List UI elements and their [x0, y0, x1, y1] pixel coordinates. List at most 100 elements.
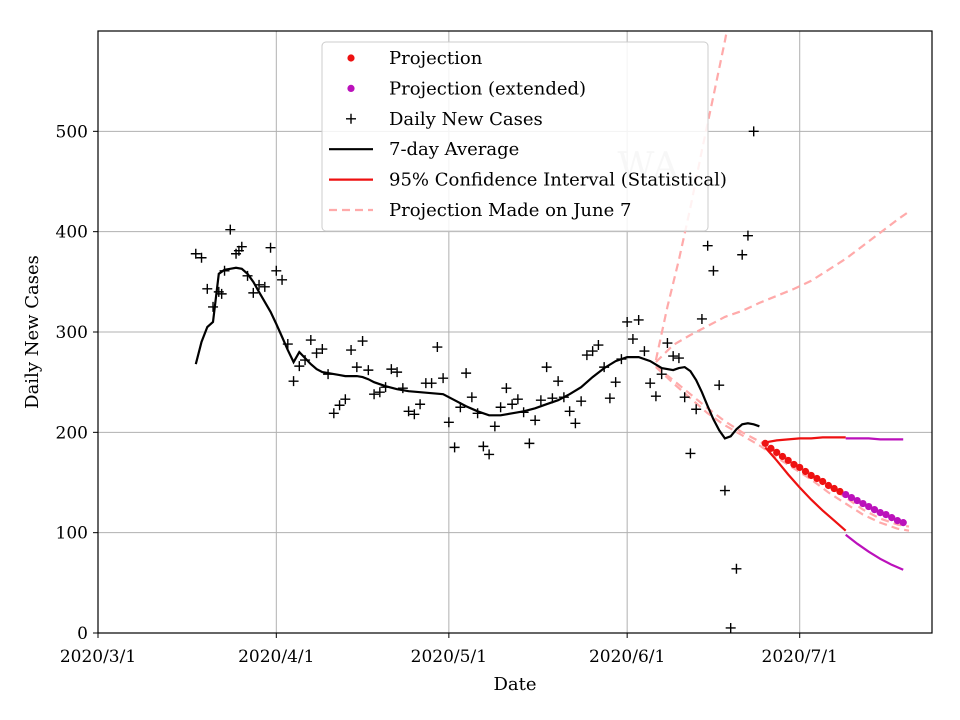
daily-case-marker — [386, 364, 397, 375]
projection-extended-point — [859, 499, 867, 508]
daily-case-marker — [397, 383, 408, 394]
projection-extended-point — [876, 508, 884, 517]
daily-case-marker — [535, 395, 546, 406]
daily-case-marker — [708, 265, 719, 276]
daily-case-marker — [409, 409, 420, 420]
daily-case-marker — [570, 418, 581, 429]
y-axis-label: Daily New Cases — [22, 255, 43, 409]
daily-case-marker — [254, 279, 265, 290]
daily-case-marker — [604, 393, 615, 404]
daily-case-marker — [300, 355, 311, 366]
projection-extended-point — [847, 493, 856, 502]
legend-label: Daily New Cases — [389, 109, 543, 130]
daily-case-marker — [633, 314, 644, 325]
daily-case-marker — [558, 392, 569, 403]
legend-label: Projection — [389, 48, 483, 69]
ci-lower-line — [764, 446, 847, 532]
daily-case-marker — [627, 334, 638, 345]
legend-label: 7-day Average — [389, 139, 519, 160]
daily-case-marker — [288, 376, 299, 387]
daily-case-marker — [403, 406, 414, 417]
daily-case-marker — [340, 394, 351, 405]
daily-case-marker — [323, 369, 334, 380]
daily-case-marker — [219, 265, 230, 276]
daily-case-marker — [311, 348, 322, 359]
june7-lower-line — [655, 366, 910, 532]
projection-extended-point — [870, 505, 879, 514]
daily-case-marker — [374, 387, 385, 398]
daily-case-marker — [265, 242, 276, 253]
daily-case-marker — [277, 274, 288, 285]
daily-case-marker — [599, 362, 610, 373]
daily-case-marker — [415, 399, 426, 410]
daily-case-marker — [426, 378, 437, 389]
daily-case-marker — [449, 442, 460, 453]
projection-point — [836, 487, 844, 496]
projection-extended-point — [865, 502, 873, 511]
daily-case-marker — [282, 339, 293, 350]
daily-case-marker — [196, 252, 207, 263]
seven-day-average-line — [194, 266, 760, 440]
y-tick-label: 0 — [77, 624, 88, 644]
y-tick-label: 100 — [56, 524, 88, 544]
projection-point — [807, 471, 815, 480]
projection-extended-point — [882, 511, 890, 519]
june7-mid-lower-line — [655, 365, 910, 528]
daily-case-marker — [650, 391, 661, 402]
x-axis-label: Date — [493, 674, 536, 695]
daily-case-marker — [443, 417, 454, 428]
ci-upper-extended-line — [845, 437, 904, 441]
y-tick-label: 200 — [56, 423, 88, 443]
daily-case-marker — [679, 392, 690, 403]
daily-case-marker — [530, 415, 541, 426]
daily-case-marker — [466, 392, 477, 403]
x-tick-label: 2020/7/1 — [762, 647, 838, 667]
projection-point — [790, 460, 798, 469]
daily-case-marker — [685, 448, 696, 459]
daily-case-marker — [242, 270, 253, 281]
daily-case-marker — [673, 353, 684, 364]
daily-case-marker — [236, 241, 247, 252]
daily-case-marker — [656, 369, 667, 380]
daily-case-marker — [547, 393, 558, 404]
projection-point — [801, 467, 810, 476]
daily-case-marker — [190, 248, 201, 259]
daily-case-marker — [593, 340, 604, 351]
daily-case-marker — [208, 301, 219, 312]
daily-case-marker — [484, 449, 495, 460]
daily-case-marker — [432, 342, 443, 353]
daily-case-marker — [725, 622, 736, 633]
daily-case-marker — [668, 351, 679, 362]
daily-case-marker — [271, 265, 282, 276]
daily-case-marker — [748, 126, 759, 137]
daily-case-marker — [248, 287, 259, 298]
daily-case-marker — [363, 365, 374, 376]
projection-point — [767, 444, 775, 452]
daily-case-marker — [512, 394, 523, 405]
daily-case-marker — [472, 408, 483, 419]
daily-case-marker — [455, 402, 466, 413]
projection-point — [796, 463, 804, 472]
daily-case-marker — [202, 283, 213, 294]
daily-case-marker — [691, 404, 702, 415]
daily-case-marker — [346, 345, 357, 356]
daily-case-marker — [576, 396, 587, 407]
june7-mid-upper-line — [655, 210, 910, 363]
legend-marker-projection — [347, 54, 355, 62]
projection-point — [784, 456, 792, 465]
projection-point — [761, 439, 769, 447]
x-tick-label: 2020/5/1 — [411, 647, 487, 667]
daily-case-marker — [216, 288, 227, 299]
daily-case-marker — [507, 399, 518, 410]
daily-case-marker — [351, 362, 362, 373]
y-tick-label: 400 — [56, 223, 88, 243]
daily-case-marker — [714, 380, 725, 391]
plot-area — [190, 31, 910, 633]
daily-case-marker — [438, 373, 449, 384]
projection-extended-point — [842, 490, 850, 499]
y-tick-label: 500 — [56, 122, 88, 142]
daily-case-marker — [564, 406, 575, 417]
daily-case-marker — [259, 281, 270, 292]
daily-case-marker — [662, 338, 673, 349]
